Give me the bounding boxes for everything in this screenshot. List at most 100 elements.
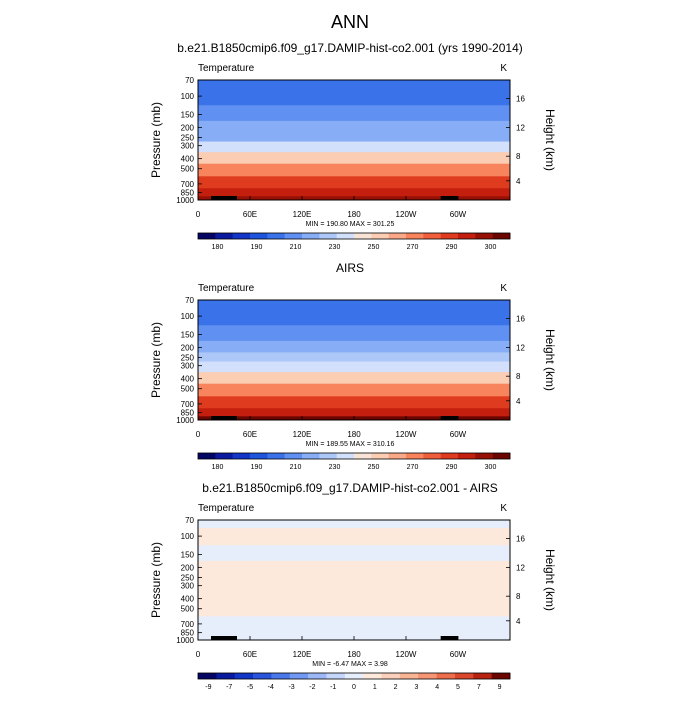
colorbar-swatch (250, 233, 268, 239)
colorbar-swatch (354, 233, 372, 239)
panel-title: b.e21.B1850cmip6.f09_g17.DAMIP-hist-co2.… (202, 481, 498, 495)
variable-label: Temperature (198, 503, 255, 514)
y-right-tick-label: 4 (516, 177, 521, 186)
level-band (198, 141, 510, 153)
level-band (198, 372, 510, 385)
y-tick-label: 200 (181, 343, 195, 352)
panel-3: b.e21.B1850cmip6.f09_g17.DAMIP-hist-co2.… (149, 481, 557, 691)
colorbar-label: 190 (251, 244, 263, 251)
level-band (198, 88, 510, 106)
colorbar-swatch (388, 233, 407, 239)
level-band (198, 80, 510, 89)
x-tick-label: 180 (347, 430, 361, 439)
colorbar-label: 230 (329, 244, 341, 251)
y-right-tick-label: 12 (516, 563, 525, 572)
y-right-tick-label: 4 (516, 617, 521, 626)
y-tick-label: 500 (181, 165, 195, 174)
y-axis-title: Pressure (mb) (149, 322, 163, 398)
colorbar-swatch (319, 453, 337, 459)
terrain-mask (440, 636, 458, 640)
level-band (198, 628, 510, 637)
colorbar-swatch (250, 453, 268, 459)
colorbar-swatch (491, 673, 511, 679)
x-tick-label: 0 (196, 430, 201, 439)
colorbar-swatch (302, 233, 320, 239)
level-band (198, 361, 510, 373)
colorbar-label: 230 (329, 464, 341, 471)
x-tick-label: 60W (450, 430, 467, 439)
colorbar-label: -3 (288, 684, 294, 691)
level-band (198, 581, 510, 593)
level-band (198, 340, 510, 353)
colorbar-label: 190 (251, 464, 263, 471)
y-tick-label: 100 (181, 532, 195, 541)
colorbar-swatch (363, 673, 382, 679)
colorbar-label: -2 (309, 684, 315, 691)
colorbar-label: 4 (435, 684, 439, 691)
colorbar-label: 290 (446, 464, 458, 471)
x-tick-label: 120W (396, 650, 417, 659)
colorbar-swatch (198, 233, 216, 239)
colorbar-swatch (354, 453, 372, 459)
colorbar-swatch (492, 453, 511, 459)
min-max-text: MIN = 189.55 MAX = 310.16 (306, 441, 395, 448)
y-tick-label: 70 (185, 516, 194, 525)
level-band (198, 383, 510, 397)
level-band (198, 603, 510, 617)
colorbar-label: 270 (407, 464, 419, 471)
y-right-tick-label: 16 (516, 535, 525, 544)
colorbar-frame (197, 232, 511, 240)
x-tick-label: 60W (450, 650, 467, 659)
y-tick-label: 70 (185, 76, 194, 85)
y-tick-label: 1000 (176, 636, 194, 645)
x-tick-label: 60E (243, 210, 257, 219)
y-axis-title: Pressure (mb) (149, 102, 163, 178)
colorbar-swatch (284, 233, 303, 239)
y-right-axis-title: Height (km) (543, 549, 557, 611)
y-right-tick-label: 12 (516, 123, 525, 132)
colorbar-label: 0 (352, 684, 356, 691)
colorbar-swatch (436, 673, 456, 679)
y-right-tick-label: 8 (516, 152, 521, 161)
colorbar-swatch (371, 233, 389, 239)
colorbar-swatch (198, 453, 216, 459)
y-tick-label: 400 (181, 375, 195, 384)
colorbar-swatch (458, 453, 476, 459)
colorbar-swatch (215, 233, 233, 239)
y-tick-label: 700 (181, 620, 195, 629)
y-tick-label: 1000 (176, 196, 194, 205)
x-tick-label: 120W (396, 430, 417, 439)
y-tick-label: 150 (181, 330, 195, 339)
level-band (198, 520, 510, 529)
y-tick-label: 200 (181, 563, 195, 572)
colorbar-swatch (371, 453, 389, 459)
colorbar-label: 2 (394, 684, 398, 691)
colorbar-label: -1 (330, 684, 336, 691)
y-tick-label: 300 (181, 142, 195, 151)
x-tick-label: 60E (243, 650, 257, 659)
colorbar-swatch (232, 453, 251, 459)
colorbar-swatch (319, 233, 337, 239)
colorbar-swatch (336, 453, 355, 459)
level-band (198, 325, 510, 342)
units-label: K (500, 503, 507, 514)
level-band (198, 163, 510, 177)
terrain-mask (440, 416, 458, 420)
colorbar-swatch (289, 673, 309, 679)
x-tick-label: 180 (347, 210, 361, 219)
colorbar-label: 250 (368, 244, 380, 251)
level-band (198, 528, 510, 546)
colorbar-swatch (232, 233, 251, 239)
colorbar-swatch (326, 673, 346, 679)
terrain-mask (211, 636, 237, 640)
level-band (198, 352, 510, 363)
colorbar-swatch (406, 233, 424, 239)
level-band (198, 408, 510, 417)
level-band (198, 300, 510, 309)
colorbar-label: 5 (456, 684, 460, 691)
x-tick-label: 120E (293, 650, 312, 659)
y-tick-label: 100 (181, 92, 195, 101)
colorbar-swatch (198, 673, 217, 679)
